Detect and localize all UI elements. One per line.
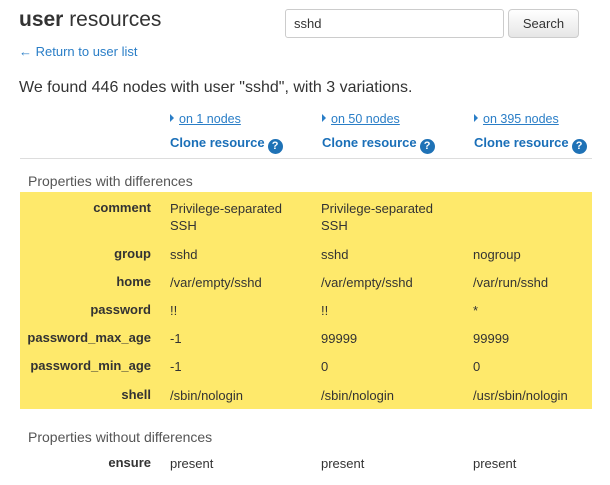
clone-resource-link[interactable]: Clone resource xyxy=(474,135,569,150)
property-label: group xyxy=(114,246,151,261)
clone-resource-link[interactable]: Clone resource xyxy=(170,135,265,150)
property-value: Privilege-separated SSH xyxy=(321,201,434,233)
property-value: present xyxy=(321,456,365,471)
property-value: sshd xyxy=(321,247,349,262)
property-value: !! xyxy=(170,303,178,318)
property-value: !! xyxy=(321,303,329,318)
nodes-label: on 1 nodes xyxy=(179,112,241,126)
property-label: ensure xyxy=(108,455,151,470)
divider xyxy=(20,158,592,159)
variation-1-clone: Clone resource? xyxy=(170,135,283,154)
property-value: * xyxy=(473,303,479,318)
property-value: Privilege-separated SSH xyxy=(170,201,283,233)
caret-right-icon xyxy=(322,114,326,122)
summary-text: We found 446 nodes with user "sshd", wit… xyxy=(19,79,413,96)
property-value: /var/empty/sshd xyxy=(321,275,413,290)
without-differences-heading: Properties without differences xyxy=(28,429,213,445)
property-value: 99999 xyxy=(473,331,510,346)
variation-2-clone: Clone resource? xyxy=(322,135,435,154)
property-value: /var/run/sshd xyxy=(473,275,549,290)
property-value: /var/empty/sshd xyxy=(170,275,262,290)
property-value: present xyxy=(473,456,517,471)
property-value: 0 xyxy=(321,359,329,374)
property-label: password xyxy=(90,302,151,317)
property-value: /sbin/nologin xyxy=(321,388,394,403)
nodes-label: on 395 nodes xyxy=(483,112,559,126)
property-value: -1 xyxy=(170,331,182,346)
property-value: -1 xyxy=(170,359,182,374)
variation-2-nodes-toggle[interactable]: on 50 nodes xyxy=(322,112,400,126)
property-label: home xyxy=(116,274,151,289)
property-label: password_max_age xyxy=(27,330,151,345)
variation-1-nodes-toggle[interactable]: on 1 nodes xyxy=(170,112,241,126)
variation-3-clone: Clone resource? xyxy=(474,135,587,154)
clone-resource-link[interactable]: Clone resource xyxy=(322,135,417,150)
property-label: comment xyxy=(93,200,151,215)
with-differences-heading: Properties with differences xyxy=(28,173,193,189)
search-input[interactable] xyxy=(285,9,504,38)
property-label: shell xyxy=(121,387,151,402)
differences-table: comment Privilege-separated SSH Privilege-… xyxy=(20,192,592,409)
caret-right-icon xyxy=(474,114,478,122)
property-value: present xyxy=(170,456,214,471)
variation-3-nodes-toggle[interactable]: on 395 nodes xyxy=(474,112,559,126)
property-value: /sbin/nologin xyxy=(170,388,243,403)
return-to-user-list-link[interactable]: ← Return to user list xyxy=(19,44,138,59)
property-value: /usr/sbin/nologin xyxy=(473,388,568,403)
title-bold: user xyxy=(19,8,64,31)
help-icon[interactable]: ? xyxy=(267,139,283,154)
caret-right-icon xyxy=(170,114,174,122)
search-button[interactable]: Search xyxy=(508,9,579,38)
help-icon[interactable]: ? xyxy=(571,139,587,154)
property-value: 99999 xyxy=(321,331,358,346)
page-title: user resources xyxy=(19,8,161,32)
help-icon[interactable]: ? xyxy=(419,139,435,154)
property-value: sshd xyxy=(170,247,198,262)
nodes-label: on 50 nodes xyxy=(331,112,400,126)
title-rest: resources xyxy=(63,8,162,31)
property-value: 0 xyxy=(473,359,481,374)
property-label: password_min_age xyxy=(30,358,151,373)
property-value: nogroup xyxy=(473,247,521,262)
